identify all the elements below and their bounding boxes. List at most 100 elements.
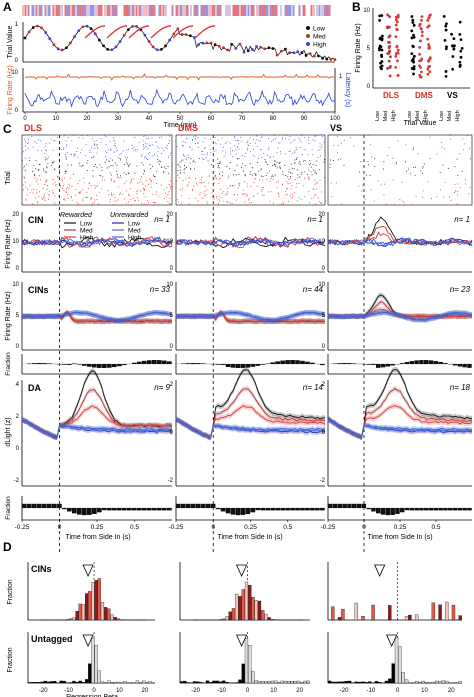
b-dot <box>411 18 415 22</box>
spike <box>23 177 25 179</box>
b-dot <box>452 47 456 51</box>
spike <box>341 142 343 144</box>
spike <box>47 156 49 158</box>
spike <box>32 170 34 172</box>
spike <box>22 160 23 162</box>
spike <box>199 194 201 196</box>
tick-label: 0.5 <box>130 524 139 531</box>
spike <box>143 189 145 191</box>
fraction-bar <box>82 508 87 516</box>
tick-label: 20 <box>166 212 173 218</box>
spike <box>467 135 469 137</box>
spike <box>125 190 127 192</box>
spike <box>385 203 387 205</box>
spike <box>48 190 50 192</box>
trace-umed <box>175 237 326 247</box>
spike <box>312 188 314 190</box>
spike <box>34 173 36 175</box>
b-dot <box>420 18 423 22</box>
spike <box>138 199 140 201</box>
fraction-bar <box>428 508 434 511</box>
b-dot <box>451 55 455 58</box>
raster-frame <box>21 134 173 206</box>
column-title: DMS <box>178 123 198 133</box>
spike <box>113 137 115 139</box>
spike <box>317 150 319 151</box>
spike <box>168 202 170 204</box>
hist-bar <box>431 602 436 621</box>
spike <box>276 181 278 183</box>
spike <box>46 158 48 160</box>
n-label: n= 23 <box>450 285 471 294</box>
spike <box>117 199 119 201</box>
spike <box>469 158 471 160</box>
b-dot <box>459 38 463 42</box>
spike <box>128 195 130 196</box>
spike <box>71 186 73 187</box>
spike <box>55 203 57 205</box>
hist-bar <box>388 605 392 621</box>
spike <box>429 158 431 159</box>
fraction-bar <box>352 363 357 364</box>
hist-bar <box>72 617 76 621</box>
b-dot <box>412 54 416 58</box>
b-dot <box>396 15 400 19</box>
spike <box>130 181 132 183</box>
spike <box>141 176 143 178</box>
fraction-bar <box>205 503 211 508</box>
spike <box>128 164 130 166</box>
fraction-bar <box>328 503 333 508</box>
trial-dot <box>184 33 188 37</box>
spike <box>220 197 222 199</box>
b-dot <box>445 22 448 26</box>
spike <box>91 147 93 149</box>
spike <box>201 154 203 156</box>
spike <box>253 182 255 183</box>
hist-bar <box>31 682 35 684</box>
spike <box>86 191 88 193</box>
spike <box>216 178 217 179</box>
hist-bar <box>100 681 105 684</box>
spike <box>166 147 168 149</box>
spike <box>203 182 205 183</box>
trial-dot <box>209 41 213 45</box>
spike <box>315 203 317 205</box>
fraction-bar <box>27 503 32 508</box>
spike <box>100 138 102 139</box>
spike <box>44 149 46 151</box>
spike <box>309 202 310 204</box>
spike <box>271 141 273 142</box>
hist-bar <box>290 681 294 684</box>
spike <box>229 168 231 170</box>
trial-dot <box>222 46 225 50</box>
mean-arrow <box>235 634 248 647</box>
spike <box>367 164 369 166</box>
spike <box>176 180 178 182</box>
spike <box>77 203 79 205</box>
trial-dot <box>217 44 221 48</box>
spike <box>257 162 258 163</box>
spike <box>277 147 279 149</box>
spike <box>439 189 441 191</box>
fraction-bar <box>376 364 381 368</box>
spike <box>218 178 220 180</box>
spike <box>198 158 200 160</box>
spike <box>168 140 170 142</box>
tick-label: -20 <box>340 688 349 694</box>
spike <box>71 164 73 166</box>
spike <box>38 139 40 141</box>
spike <box>63 147 65 149</box>
spike <box>186 185 188 187</box>
fraction-bar <box>260 508 266 511</box>
spike <box>274 164 276 165</box>
spike <box>125 174 127 176</box>
spike <box>380 184 382 186</box>
hist-bar <box>251 671 255 684</box>
spike <box>291 197 293 199</box>
spike <box>244 201 246 203</box>
hist-bar <box>222 618 226 621</box>
spike <box>278 204 280 206</box>
spike <box>108 166 110 168</box>
hist-bar <box>435 680 439 684</box>
fraction-bar <box>147 360 152 364</box>
